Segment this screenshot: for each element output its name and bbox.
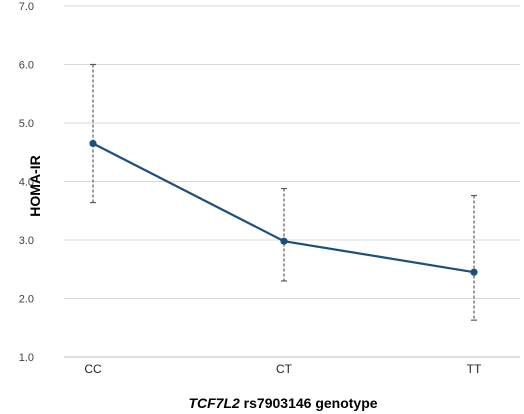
- gridlines: [64, 5, 520, 358]
- x-tick-label: TT: [467, 362, 482, 376]
- data-point: [280, 237, 288, 245]
- x-tick-label: CT: [276, 362, 293, 376]
- x-axis-label: TCF7L2 rs7903146 genotype: [188, 395, 377, 411]
- series-line: [92, 142, 475, 274]
- y-tick-label: 7.0: [19, 1, 34, 13]
- x-tick-label: CC: [84, 362, 102, 376]
- y-tick-label: 4.0: [19, 177, 34, 189]
- x-tick-labels: CC CT TT: [84, 362, 482, 376]
- y-axis-label: HOMA-IR: [27, 155, 43, 216]
- x-axis-label-rest: rs7903146 genotype: [240, 395, 378, 411]
- data-point: [470, 268, 478, 276]
- y-tick-label: 2.0: [19, 294, 34, 306]
- error-bars: [90, 63, 477, 321]
- y-tick-labels: 1.0 2.0 3.0 4.0 5.0 6.0 7.0: [19, 1, 34, 364]
- x-axis-label-gene: TCF7L2: [188, 395, 240, 411]
- y-tick-label: 5.0: [19, 118, 34, 130]
- data-point: [89, 139, 97, 148]
- y-tick-label: 6.0: [19, 60, 34, 72]
- y-tick-label: 3.0: [19, 235, 34, 247]
- data-points: [89, 139, 478, 276]
- y-tick-label: 1.0: [19, 352, 34, 364]
- series-line-group: [92, 142, 475, 274]
